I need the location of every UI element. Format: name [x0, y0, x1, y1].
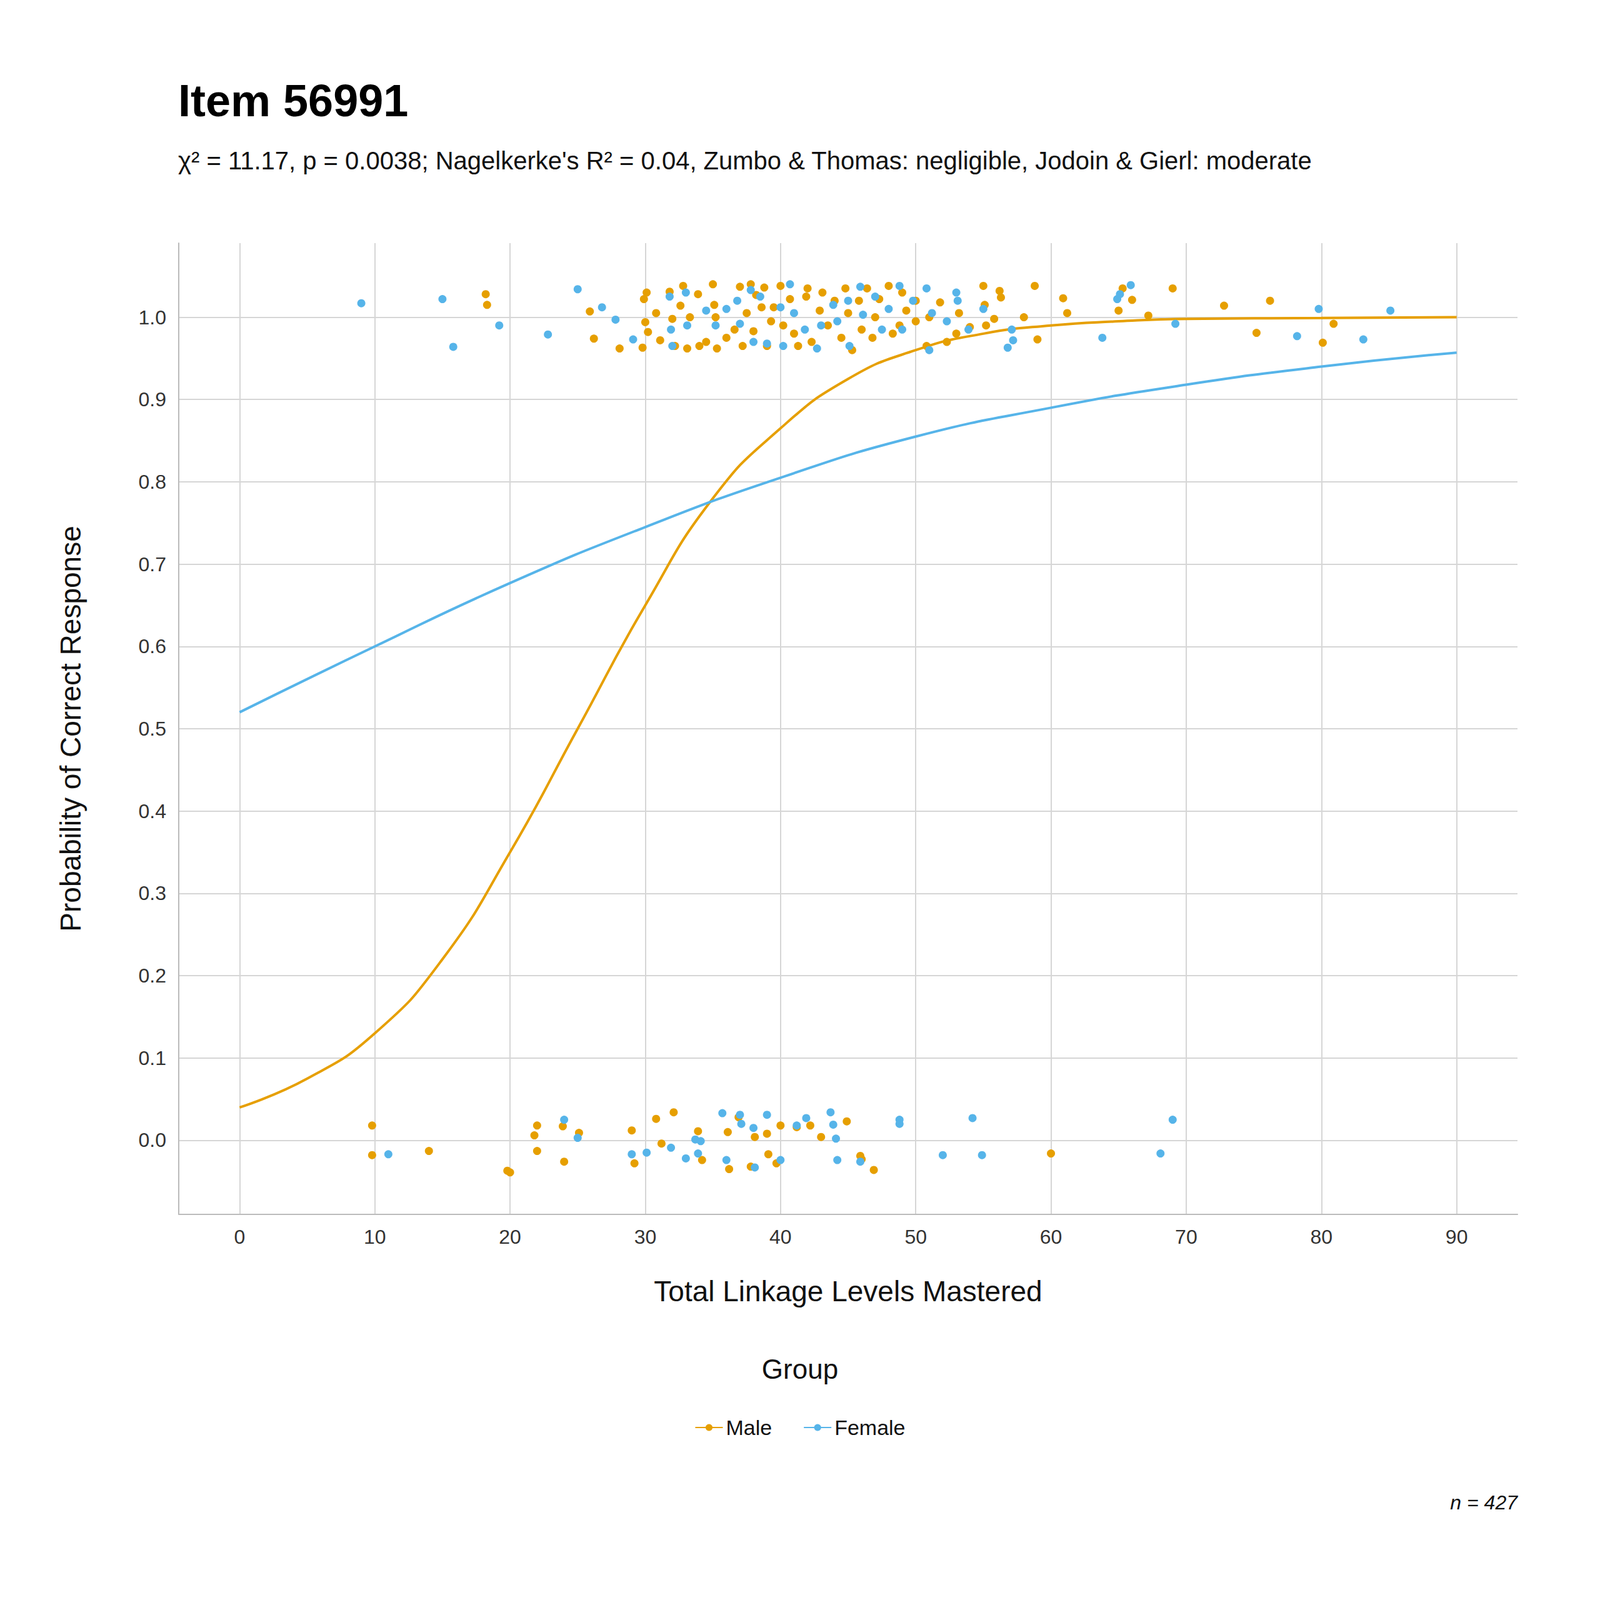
svg-text:0.8: 0.8 — [138, 470, 167, 494]
svg-text:0.7: 0.7 — [138, 553, 167, 576]
svg-text:0.3: 0.3 — [138, 881, 167, 905]
svg-text:Group: Group — [761, 1353, 839, 1385]
svg-text:n = 427: n = 427 — [1450, 1491, 1519, 1514]
svg-text:0.4: 0.4 — [138, 800, 167, 823]
svg-text:Item 56991: Item 56991 — [178, 75, 409, 126]
svg-text:0.1: 0.1 — [138, 1046, 167, 1070]
svg-text:40: 40 — [769, 1225, 792, 1249]
svg-text:1.0: 1.0 — [138, 306, 167, 329]
svg-text:50: 50 — [904, 1225, 927, 1249]
svg-text:0.2: 0.2 — [138, 964, 167, 987]
svg-text:Total Linkage Levels Mastered: Total Linkage Levels Mastered — [653, 1275, 1042, 1308]
svg-text:χ² = 11.17, p = 0.0038; Nagelk: χ² = 11.17, p = 0.0038; Nagelkerke's R² … — [178, 146, 1312, 175]
svg-text:Probability of Correct Respons: Probability of Correct Response — [54, 525, 87, 932]
svg-text:Female: Female — [834, 1415, 905, 1440]
svg-text:0: 0 — [233, 1225, 245, 1249]
svg-text:Male: Male — [725, 1415, 772, 1440]
svg-text:0.0: 0.0 — [138, 1128, 167, 1152]
svg-text:70: 70 — [1175, 1225, 1198, 1249]
svg-text:20: 20 — [498, 1225, 522, 1249]
svg-text:0.5: 0.5 — [138, 717, 167, 740]
svg-text:30: 30 — [634, 1225, 657, 1249]
svg-text:90: 90 — [1445, 1225, 1469, 1249]
svg-text:0.6: 0.6 — [138, 635, 167, 658]
svg-text:10: 10 — [363, 1225, 387, 1249]
svg-text:0.9: 0.9 — [138, 388, 167, 411]
svg-text:60: 60 — [1040, 1225, 1063, 1249]
svg-text:80: 80 — [1310, 1225, 1333, 1249]
